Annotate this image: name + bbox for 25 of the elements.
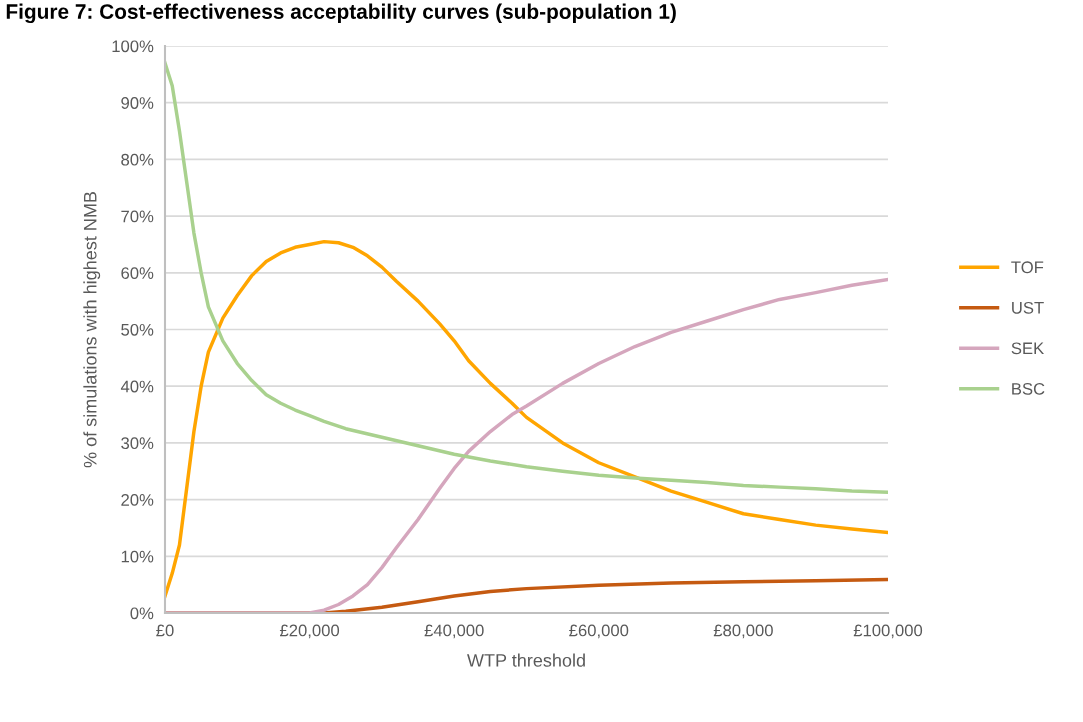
y-tick-label: 70%: [121, 210, 154, 223]
y-tick-label: 10%: [121, 550, 154, 563]
y-tick-label: 60%: [121, 267, 154, 279]
legend-label: SEK: [1011, 342, 1044, 355]
y-tick-label: 100%: [112, 40, 154, 53]
chart-title: Figure 7: Cost-effectiveness acceptability curves (sub-population 1): [6, 3, 676, 24]
legend-label: TOF: [1011, 261, 1044, 274]
y-axis-title: % of simulations with highest NMB: [83, 191, 101, 468]
x-tick-label: £40,000: [424, 624, 484, 639]
x-axis-title: WTP threshold: [467, 653, 585, 667]
y-tick-label: 20%: [121, 494, 154, 506]
y-tick-label: 30%: [121, 437, 154, 450]
line-series: [165, 61, 888, 494]
x-tick-label: £20,000: [279, 624, 340, 639]
legend-label: UST: [1012, 301, 1044, 314]
y-tick-label: 0%: [130, 607, 154, 620]
y-tick-label: 40%: [120, 380, 154, 393]
x-tick-label: £100,000: [853, 624, 923, 639]
x-tick-label: £60,000: [569, 624, 629, 639]
x-tick-label: £80,000: [713, 624, 773, 639]
legend-label: BSC: [1012, 382, 1045, 395]
y-tick-label: 90%: [121, 97, 154, 109]
y-tick-label: 80%: [121, 153, 154, 166]
x-tick-label: £0: [156, 624, 174, 637]
y-tick-label: 50%: [121, 323, 154, 336]
